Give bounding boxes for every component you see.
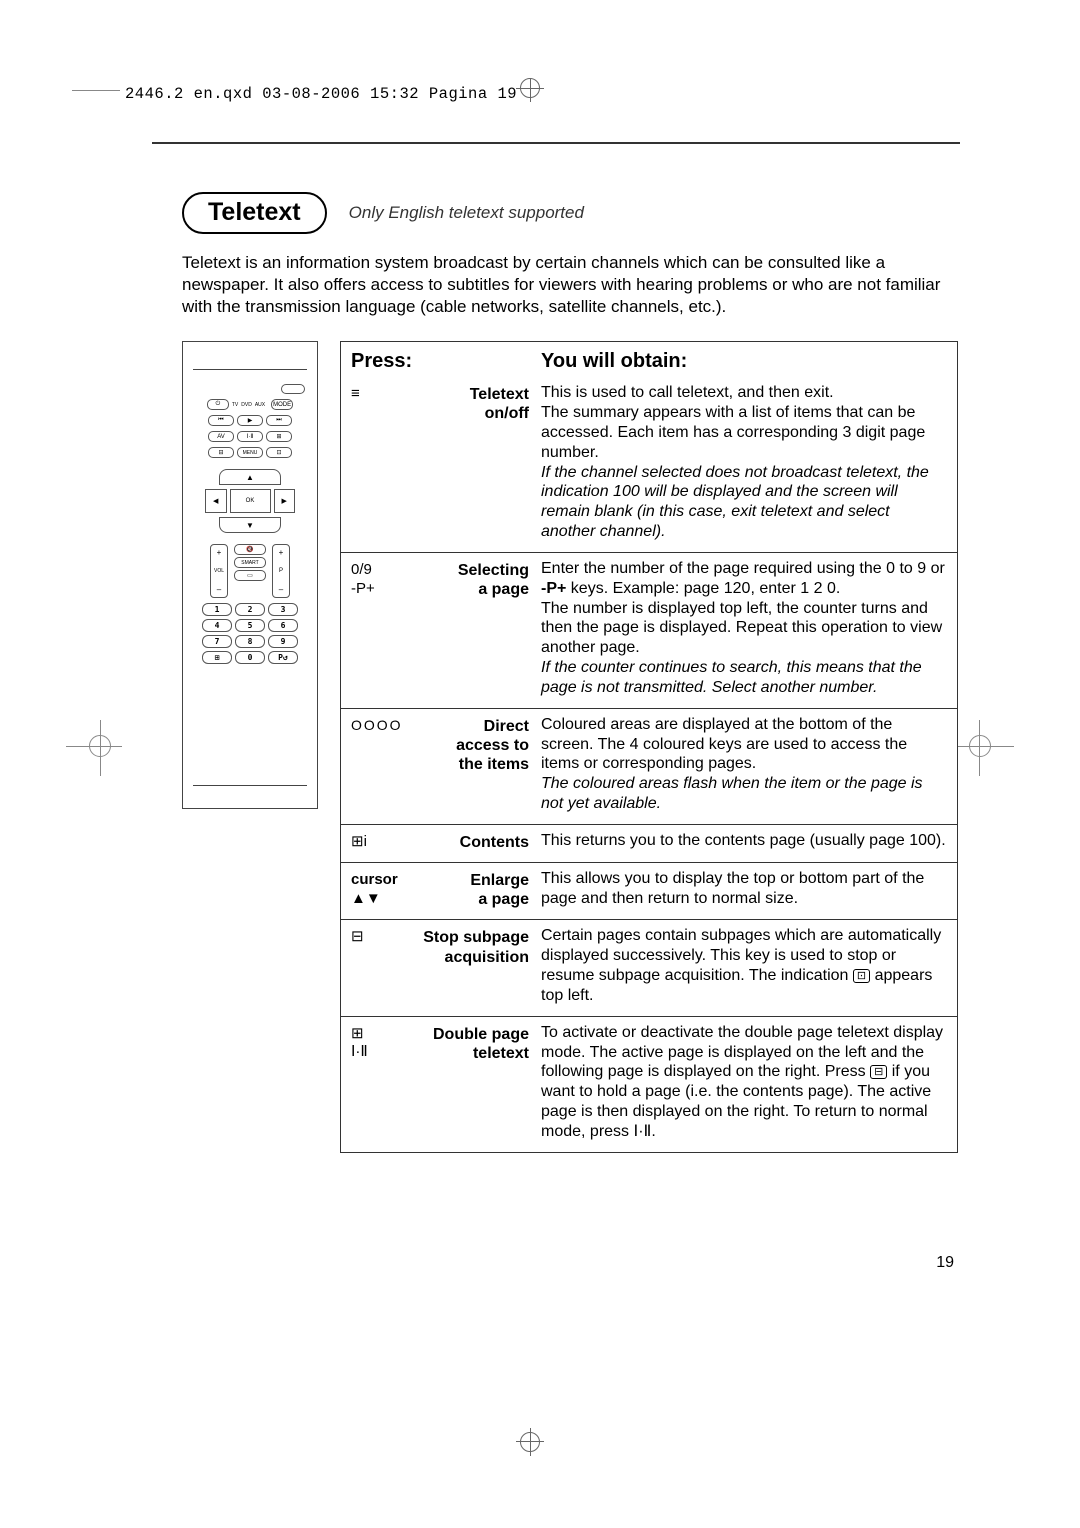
registration-mark [969, 735, 991, 757]
print-header: 2446.2 en.qxd 03-08-2006 15:32 Pagina 19 [125, 85, 517, 103]
row-key-icon: 0/9-P+ [351, 559, 407, 698]
table-row: 0/9-P+Selectinga pageEnter the number of… [341, 552, 957, 708]
row-description: This is used to call teletext, and then … [541, 383, 947, 542]
row-label: Directaccess tothe items [407, 715, 541, 814]
table-header: Press: You will obtain: [341, 342, 957, 383]
remote-mode-row: ⏻TVDVDAUXMODE [189, 399, 311, 410]
row-label: Enlargea page [407, 869, 541, 909]
teletext-table: Press: You will obtain: ≡Teletexton/offT… [340, 341, 958, 1152]
title-row: Teletext Only English teletext supported [182, 192, 958, 234]
row-key-icon: ⊟ [351, 926, 407, 1005]
row-description: This allows you to display the top or bo… [541, 869, 947, 909]
row-description: To activate or deactivate the double pag… [541, 1023, 947, 1142]
row-label: Contents [407, 831, 541, 852]
page-content: Teletext Only English teletext supported… [182, 192, 958, 1153]
row-label: Double pageteletext [407, 1023, 541, 1142]
section-subtitle: Only English teletext supported [349, 203, 584, 223]
remote-nav-pad: ▲ ◀OK▶ ▼ [205, 469, 295, 533]
row-key-icon: cursor▲▼ [351, 869, 407, 909]
row-description: This returns you to the contents page (u… [541, 831, 947, 852]
row-description: Certain pages contain subpages which are… [541, 926, 947, 1005]
row-label: Teletexton/off [407, 383, 541, 542]
row-key-icon: ≡ [351, 383, 407, 542]
remote-diagram: ⏻TVDVDAUXMODE ⏮▶⏭ AVⅠ·Ⅱ⊞ ⊟MENU⊡ ▲ ◀OK▶ ▼… [182, 341, 318, 1152]
registration-mark-v [530, 78, 531, 102]
row-label: Selectinga page [407, 559, 541, 698]
remote-volume-row: +VOL– 🔇 SMART ▭ +P– [189, 544, 311, 598]
table-row: OOOODirectaccess tothe itemsColoured are… [341, 708, 957, 824]
remote-numpad: 123 456 789 ⊞0P↺ [202, 603, 298, 664]
registration-mark-h [516, 88, 544, 89]
table-row: ⊟Stop subpageacquisitionCertain pages co… [341, 919, 957, 1015]
col-header-press: Press: [341, 342, 531, 383]
table-row: ⊞iContentsThis returns you to the conten… [341, 824, 957, 862]
section-title: Teletext [182, 192, 327, 234]
intro-text: Teletext is an information system broadc… [182, 252, 958, 317]
table-row: ⊞Ⅰ·ⅡDouble pageteletextTo activate or de… [341, 1016, 957, 1152]
remote-power-key [281, 384, 305, 394]
registration-mark-v [530, 1428, 531, 1456]
row-key-icon: OOOO [351, 715, 407, 814]
row-key-icon: ⊞i [351, 831, 407, 852]
row-description: Coloured areas are displayed at the bott… [541, 715, 947, 814]
page-number: 19 [936, 1254, 954, 1272]
registration-mark [89, 735, 111, 757]
table-row: ≡Teletexton/offThis is used to call tele… [341, 383, 957, 552]
remote-outline: ⏻TVDVDAUXMODE ⏮▶⏭ AVⅠ·Ⅱ⊞ ⊟MENU⊡ ▲ ◀OK▶ ▼… [182, 341, 318, 809]
crop-mark [72, 90, 120, 91]
registration-mark-h [516, 1441, 544, 1442]
row-label: Stop subpageacquisition [407, 926, 541, 1005]
main-row: ⏻TVDVDAUXMODE ⏮▶⏭ AVⅠ·Ⅱ⊞ ⊟MENU⊡ ▲ ◀OK▶ ▼… [182, 341, 958, 1152]
table-row: cursor▲▼Enlargea pageThis allows you to … [341, 862, 957, 919]
crop-bar [152, 142, 960, 144]
row-description: Enter the number of the page required us… [541, 559, 947, 698]
col-header-obtain: You will obtain: [531, 342, 957, 383]
row-key-icon: ⊞Ⅰ·Ⅱ [351, 1023, 407, 1142]
